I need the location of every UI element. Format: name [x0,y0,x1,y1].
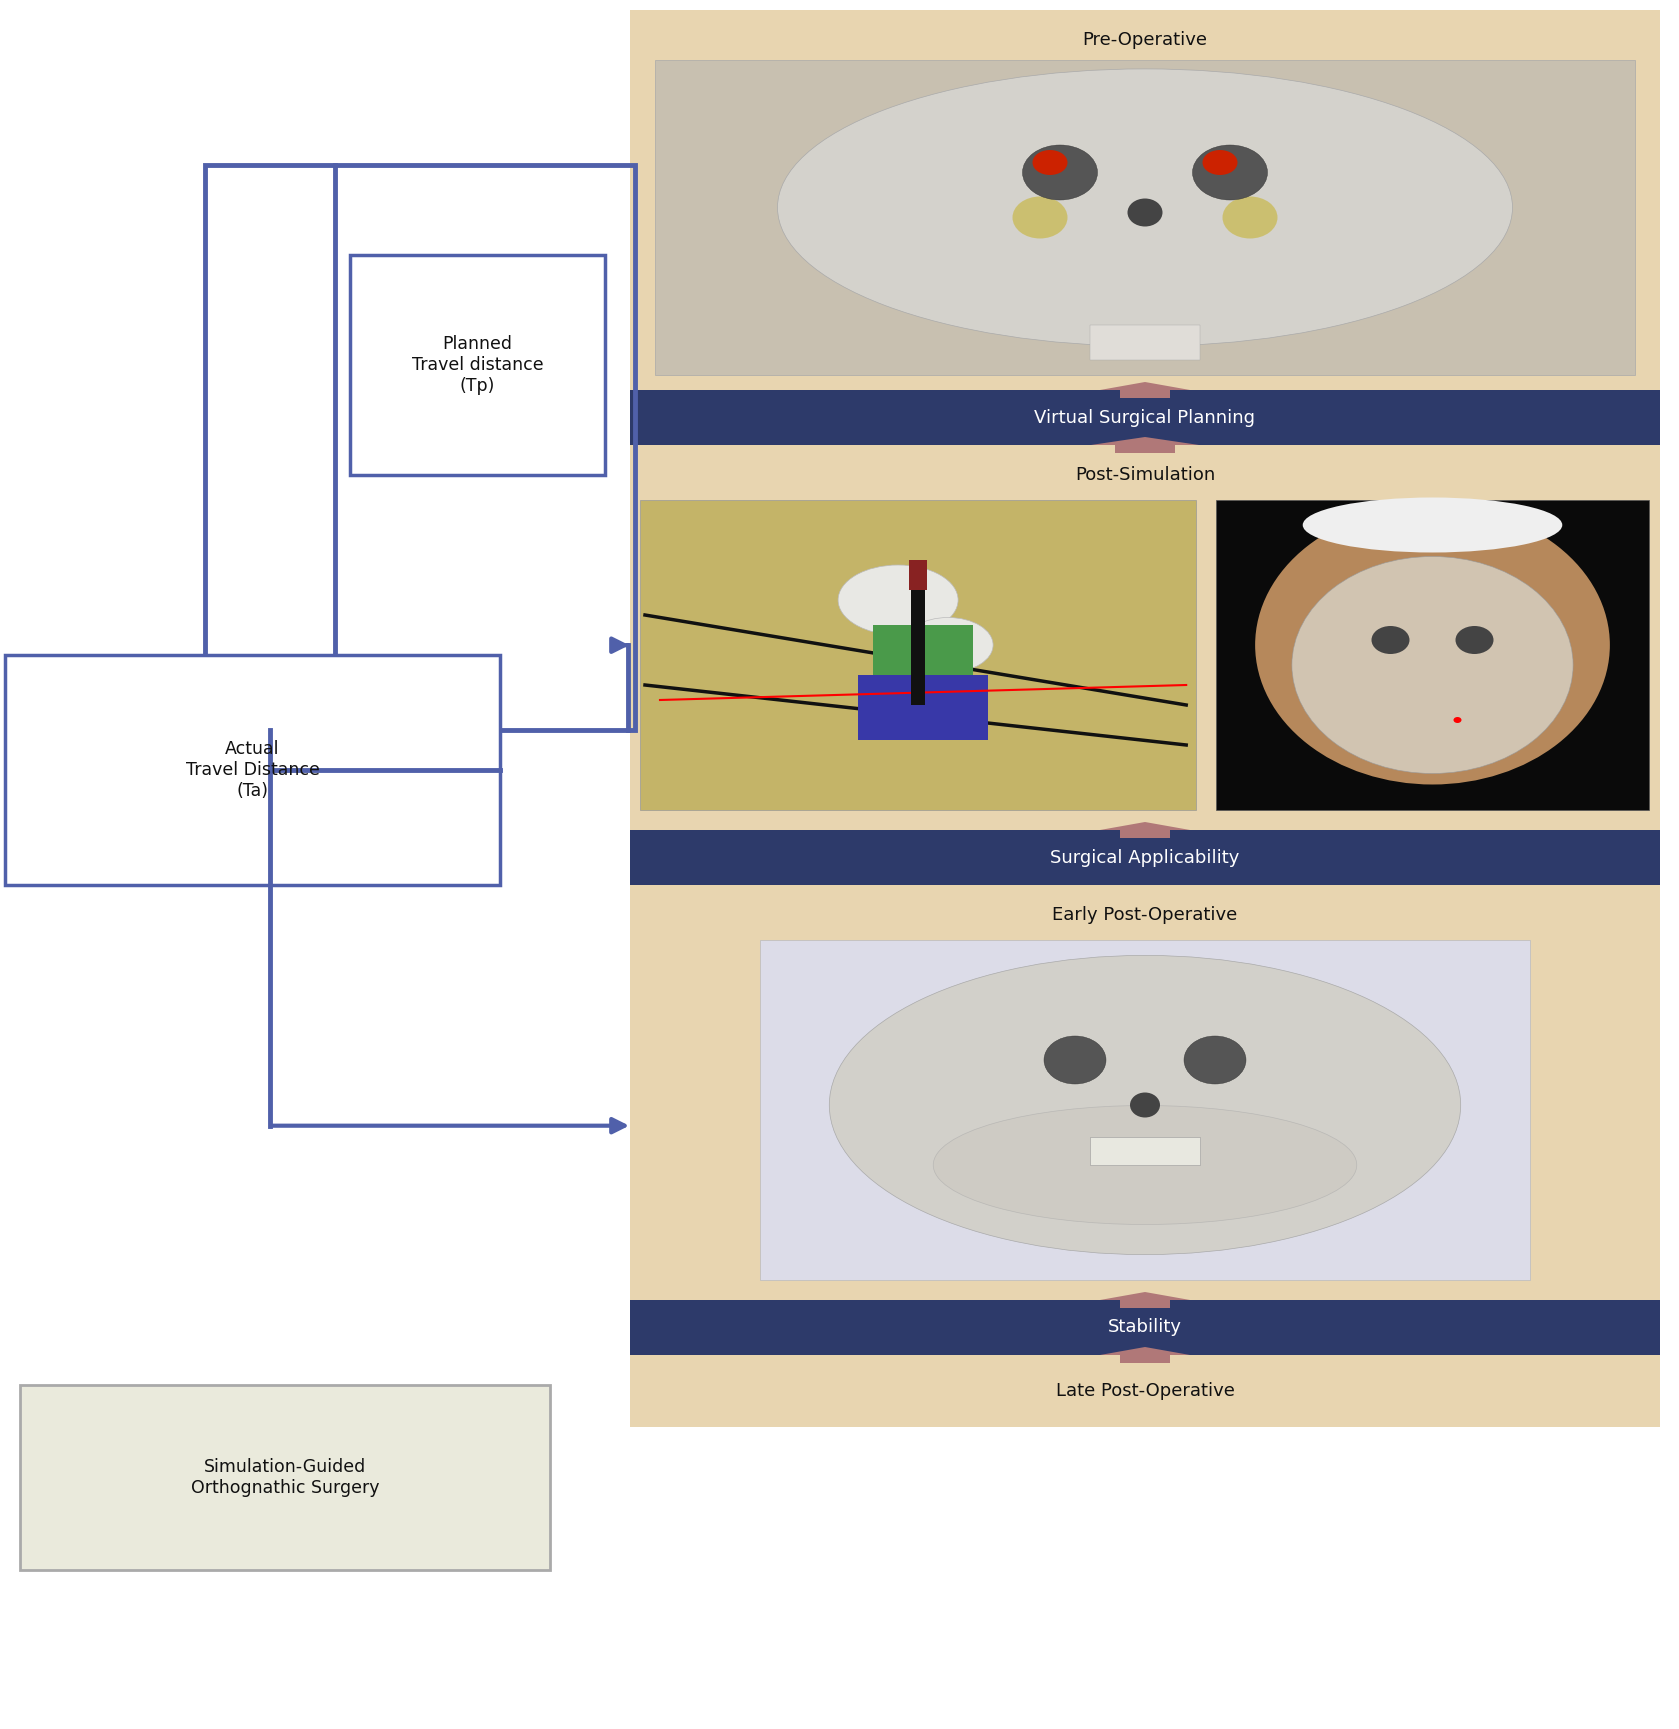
Text: Post-Simulation: Post-Simulation [1075,467,1216,484]
Bar [630,1300,1661,1356]
Ellipse shape [1372,626,1409,654]
Ellipse shape [1033,150,1068,175]
Bar [1090,1138,1200,1165]
Bar [205,164,635,730]
Text: Early Post-Operative: Early Post-Operative [1053,906,1237,923]
Bar [20,1385,551,1570]
Bar [1120,1356,1170,1362]
Bar [1120,391,1170,398]
Polygon shape [1100,1347,1190,1356]
Bar [873,624,974,679]
Ellipse shape [1222,197,1278,239]
Bar [655,61,1635,375]
Ellipse shape [1128,199,1162,226]
Polygon shape [1100,382,1190,391]
Bar [630,391,1661,444]
Polygon shape [1100,821,1190,830]
Bar [858,674,989,740]
Bar [630,885,1661,1300]
Text: Surgical Applicability: Surgical Applicability [1051,849,1239,866]
Ellipse shape [1023,145,1098,201]
Ellipse shape [1012,197,1068,239]
Bar [912,565,925,705]
Bar [1120,830,1170,839]
Bar [640,500,1195,809]
Ellipse shape [903,617,992,673]
Text: Pre-Operative: Pre-Operative [1083,31,1207,48]
Bar [1090,325,1200,360]
Ellipse shape [1130,1093,1160,1117]
Ellipse shape [1291,557,1573,773]
Ellipse shape [829,956,1461,1255]
Bar [630,444,1661,830]
Ellipse shape [1202,150,1237,175]
Bar [1120,1300,1170,1309]
Text: Stability: Stability [1108,1319,1182,1337]
Bar [761,941,1530,1279]
Bar [1216,500,1649,809]
Bar [908,560,927,590]
Ellipse shape [838,565,959,635]
Ellipse shape [1454,718,1461,723]
Polygon shape [1100,1292,1190,1300]
Text: Planned
Travel distance
(Tp): Planned Travel distance (Tp) [411,335,544,394]
Text: Late Post-Operative: Late Post-Operative [1056,1381,1234,1400]
Ellipse shape [777,69,1513,346]
Ellipse shape [1303,498,1561,553]
Bar [630,830,1661,885]
Bar [630,10,1661,391]
Bar [1115,444,1175,453]
Ellipse shape [1044,1036,1106,1084]
Bar [5,655,500,885]
Ellipse shape [1256,505,1610,785]
Ellipse shape [1184,1036,1246,1084]
Bar [349,254,604,475]
Text: Virtual Surgical Planning: Virtual Surgical Planning [1034,408,1256,427]
Bar [630,1356,1661,1426]
Ellipse shape [1192,145,1268,201]
Text: Actual
Travel Distance
(Ta): Actual Travel Distance (Ta) [186,740,319,801]
Polygon shape [1091,437,1199,444]
Ellipse shape [934,1105,1357,1224]
Text: Simulation-Guided
Orthognathic Surgery: Simulation-Guided Orthognathic Surgery [191,1458,379,1497]
Ellipse shape [1456,626,1494,654]
